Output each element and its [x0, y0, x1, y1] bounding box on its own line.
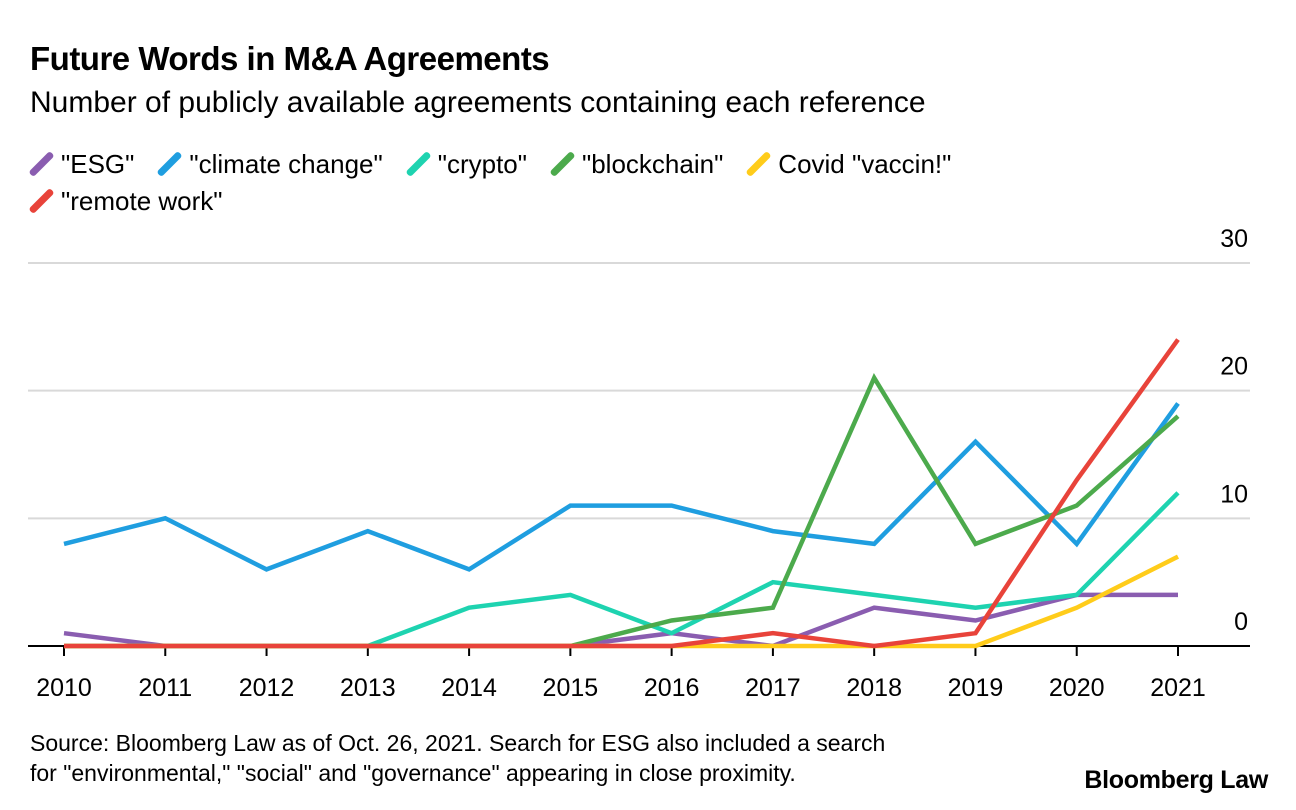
legend-label: "remote work" [61, 186, 223, 216]
y-tick-label-0: 0 [1234, 608, 1248, 636]
source-note: Source: Bloomberg Law as of Oct. 26, 202… [30, 728, 1080, 788]
series-line-crypto [64, 491, 1180, 649]
series-line-blockchain [64, 373, 1180, 649]
x-tick-label-2011: 2011 [138, 674, 192, 702]
x-tick-label-2021: 2021 [1150, 674, 1206, 702]
legend-item-esg: "ESG" [28, 146, 135, 183]
legend-item-blockchain: "blockchain" [549, 146, 724, 183]
chart-subtitle: Number of publicly available agreements … [30, 86, 926, 119]
legend-label: "ESG" [61, 149, 135, 179]
legend: "ESG" "climate change" "crypto" "blockchain… [28, 146, 1130, 220]
x-tick-label-2017: 2017 [745, 674, 801, 702]
legend-item-climate-change: "climate change" [156, 146, 383, 183]
chart-title: Future Words in M&A Agreements [30, 40, 550, 77]
legend-label: "blockchain" [581, 149, 724, 179]
source-line-2: for "environmental," "social" and "gover… [30, 760, 796, 786]
legend-item-crypto: "crypto" [405, 146, 527, 183]
x-tick-label-2014: 2014 [441, 674, 497, 702]
x-tick-label-2018: 2018 [846, 674, 902, 702]
y-tick-label-20: 20 [1220, 353, 1248, 381]
x-tick-label-2015: 2015 [543, 674, 599, 702]
source-line-1: Source: Bloomberg Law as of Oct. 26, 202… [30, 730, 886, 756]
x-tick-label-2016: 2016 [644, 674, 700, 702]
series-line-climate-change [63, 402, 1180, 572]
legend-label: "crypto" [437, 149, 527, 179]
line-chart: 0 10 20 30 2010 2011 2012 2013 2014 2015 2016 2017 2… [28, 225, 1250, 702]
x-tick-label-2020: 2020 [1049, 674, 1105, 702]
y-tick-label-30: 30 [1220, 225, 1248, 253]
legend-label: Covid "vaccin!" [778, 149, 952, 179]
brand-logo: Bloomberg Law [1084, 766, 1268, 794]
legend-item-remote-work: "remote work" [28, 183, 223, 220]
legend-label: "climate change" [189, 149, 383, 179]
x-tick-label-2013: 2013 [340, 674, 396, 702]
x-tick-label-2010: 2010 [36, 674, 92, 702]
series-line-remote-work [64, 338, 1180, 649]
x-tick-label-2012: 2012 [239, 674, 295, 702]
x-tick-label-2019: 2019 [948, 674, 1004, 702]
legend-item-covid-vaccin: Covid "vaccin!" [745, 146, 952, 183]
y-tick-label-10: 10 [1220, 480, 1248, 508]
